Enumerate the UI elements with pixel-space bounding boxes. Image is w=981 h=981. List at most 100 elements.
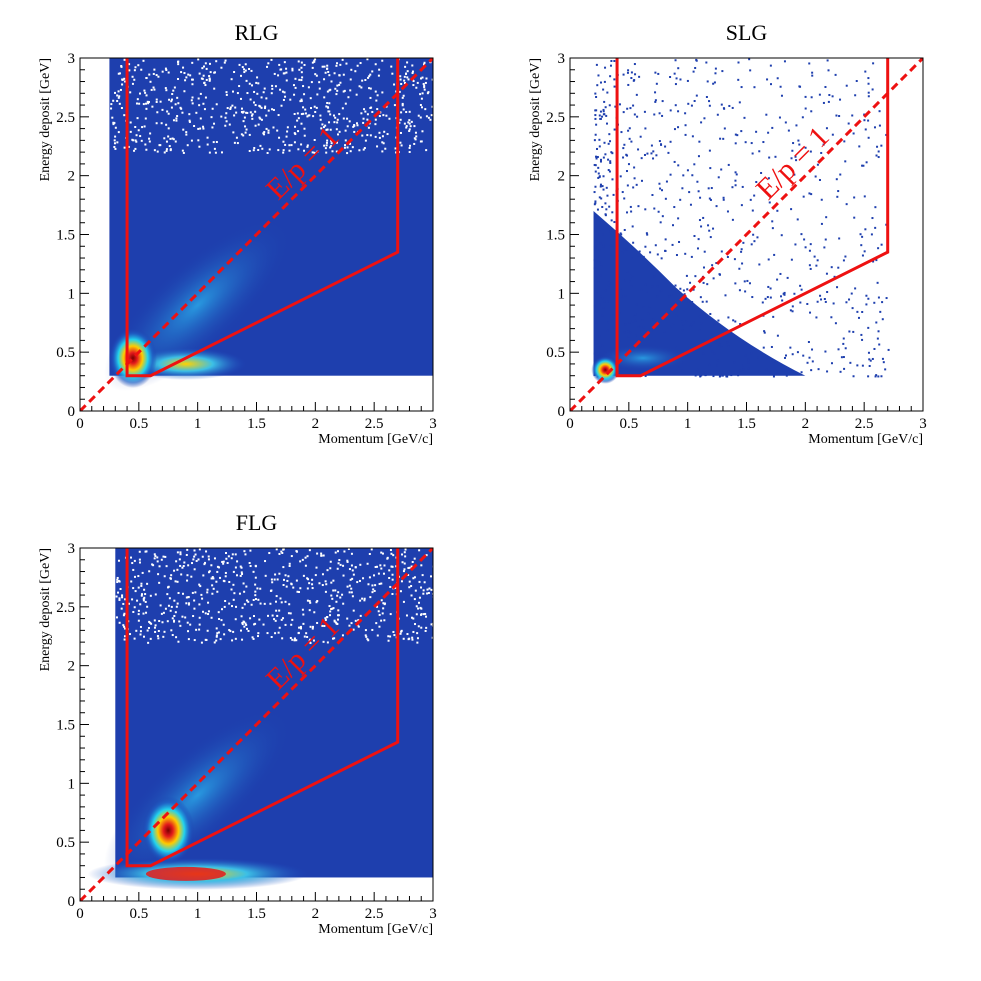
scatter-point: [808, 249, 811, 252]
scatter-gap: [290, 144, 293, 147]
scatter-gap: [375, 565, 378, 568]
scatter-gap: [241, 573, 244, 576]
scatter-gap: [333, 620, 336, 623]
scatter-gap: [236, 560, 239, 563]
scatter-point: [625, 153, 628, 156]
scatter-gap: [261, 147, 264, 150]
scatter-gap: [347, 96, 350, 99]
scatter-gap: [225, 557, 228, 560]
scatter-gap: [282, 98, 285, 101]
scatter-gap: [371, 628, 374, 631]
scatter-gap: [287, 575, 290, 578]
scatter-point: [627, 69, 630, 72]
scatter-point: [628, 280, 631, 283]
scatter-point: [630, 140, 633, 143]
scatter-point: [857, 316, 860, 319]
scatter-point: [887, 348, 890, 351]
scatter-point: [620, 295, 623, 298]
scatter-point: [602, 306, 605, 309]
scatter-gap: [185, 596, 188, 599]
scatter-gap: [213, 71, 216, 74]
scatter-gap: [303, 63, 306, 66]
scatter-gap: [168, 98, 171, 101]
scatter-gap: [360, 112, 363, 115]
scatter-gap: [320, 552, 323, 555]
scatter-gap: [411, 638, 414, 641]
scatter-gap: [257, 149, 260, 152]
scatter-gap: [120, 607, 123, 610]
scatter-gap: [425, 626, 428, 629]
scatter-point: [873, 301, 876, 304]
scatter-point: [709, 236, 712, 239]
scatter-gap: [412, 80, 415, 83]
scatter-point: [594, 164, 597, 167]
scatter-gap: [366, 638, 369, 641]
scatter-gap: [326, 616, 329, 619]
scatter-gap: [186, 548, 189, 551]
scatter-point: [823, 298, 826, 301]
scatter-gap: [145, 102, 148, 105]
scatter-gap: [140, 594, 143, 597]
scatter-gap: [143, 125, 146, 128]
scatter-gap: [189, 74, 192, 77]
scatter-point: [595, 155, 598, 158]
scatter-point: [824, 238, 827, 241]
scatter-gap: [137, 129, 140, 132]
scatter-gap: [411, 616, 414, 619]
scatter-gap: [287, 612, 290, 615]
scatter-gap: [190, 575, 193, 578]
scatter-point: [642, 306, 645, 309]
scatter-gap: [193, 568, 196, 571]
scatter-gap: [193, 549, 196, 552]
scatter-point: [607, 169, 610, 172]
scatter-gap: [178, 620, 181, 623]
scatter-gap: [224, 124, 227, 127]
scatter-point: [634, 313, 637, 316]
x-axis-label: Momentum [GeV/c]: [808, 432, 923, 447]
scatter-point: [610, 151, 613, 154]
scatter-point: [641, 319, 644, 322]
scatter-gap: [266, 632, 269, 635]
scatter-gap: [328, 605, 331, 608]
scatter-point: [624, 294, 627, 297]
scatter-point: [758, 150, 761, 153]
scatter-gap: [202, 65, 205, 68]
scatter-gap: [394, 147, 397, 150]
scatter-point: [885, 297, 888, 300]
scatter-gap: [154, 593, 157, 596]
scatter-gap: [254, 590, 257, 593]
scatter-point: [726, 210, 729, 213]
scatter-gap: [211, 576, 214, 579]
scatter-point: [669, 76, 672, 79]
scatter-gap: [216, 590, 219, 593]
scatter-gap: [299, 560, 302, 563]
scatter-point: [836, 195, 839, 198]
scatter-point: [864, 228, 867, 231]
scatter-gap: [277, 114, 280, 117]
scatter-point: [679, 78, 682, 81]
scatter-point: [776, 278, 779, 281]
scatter-point: [800, 233, 803, 236]
scatter-gap: [399, 75, 402, 78]
scatter-gap: [265, 127, 268, 130]
scatter-point: [809, 243, 812, 246]
scatter-point: [612, 244, 615, 247]
scatter-gap: [316, 600, 319, 603]
scatter-point: [684, 112, 687, 115]
scatter-point: [767, 131, 770, 134]
scatter-gap: [280, 601, 283, 604]
scatter-gap: [121, 594, 124, 597]
scatter-point: [594, 170, 597, 173]
scatter-point: [854, 287, 857, 290]
scatter-point: [860, 333, 863, 336]
heatmap-density: [87, 548, 433, 890]
scatter-gap: [330, 581, 333, 584]
scatter-gap: [131, 562, 134, 565]
scatter-gap: [311, 625, 314, 628]
scatter-gap: [354, 70, 357, 73]
scatter-gap: [364, 139, 367, 142]
scatter-point: [593, 191, 596, 194]
scatter-gap: [366, 134, 369, 137]
scatter-point: [598, 249, 601, 252]
